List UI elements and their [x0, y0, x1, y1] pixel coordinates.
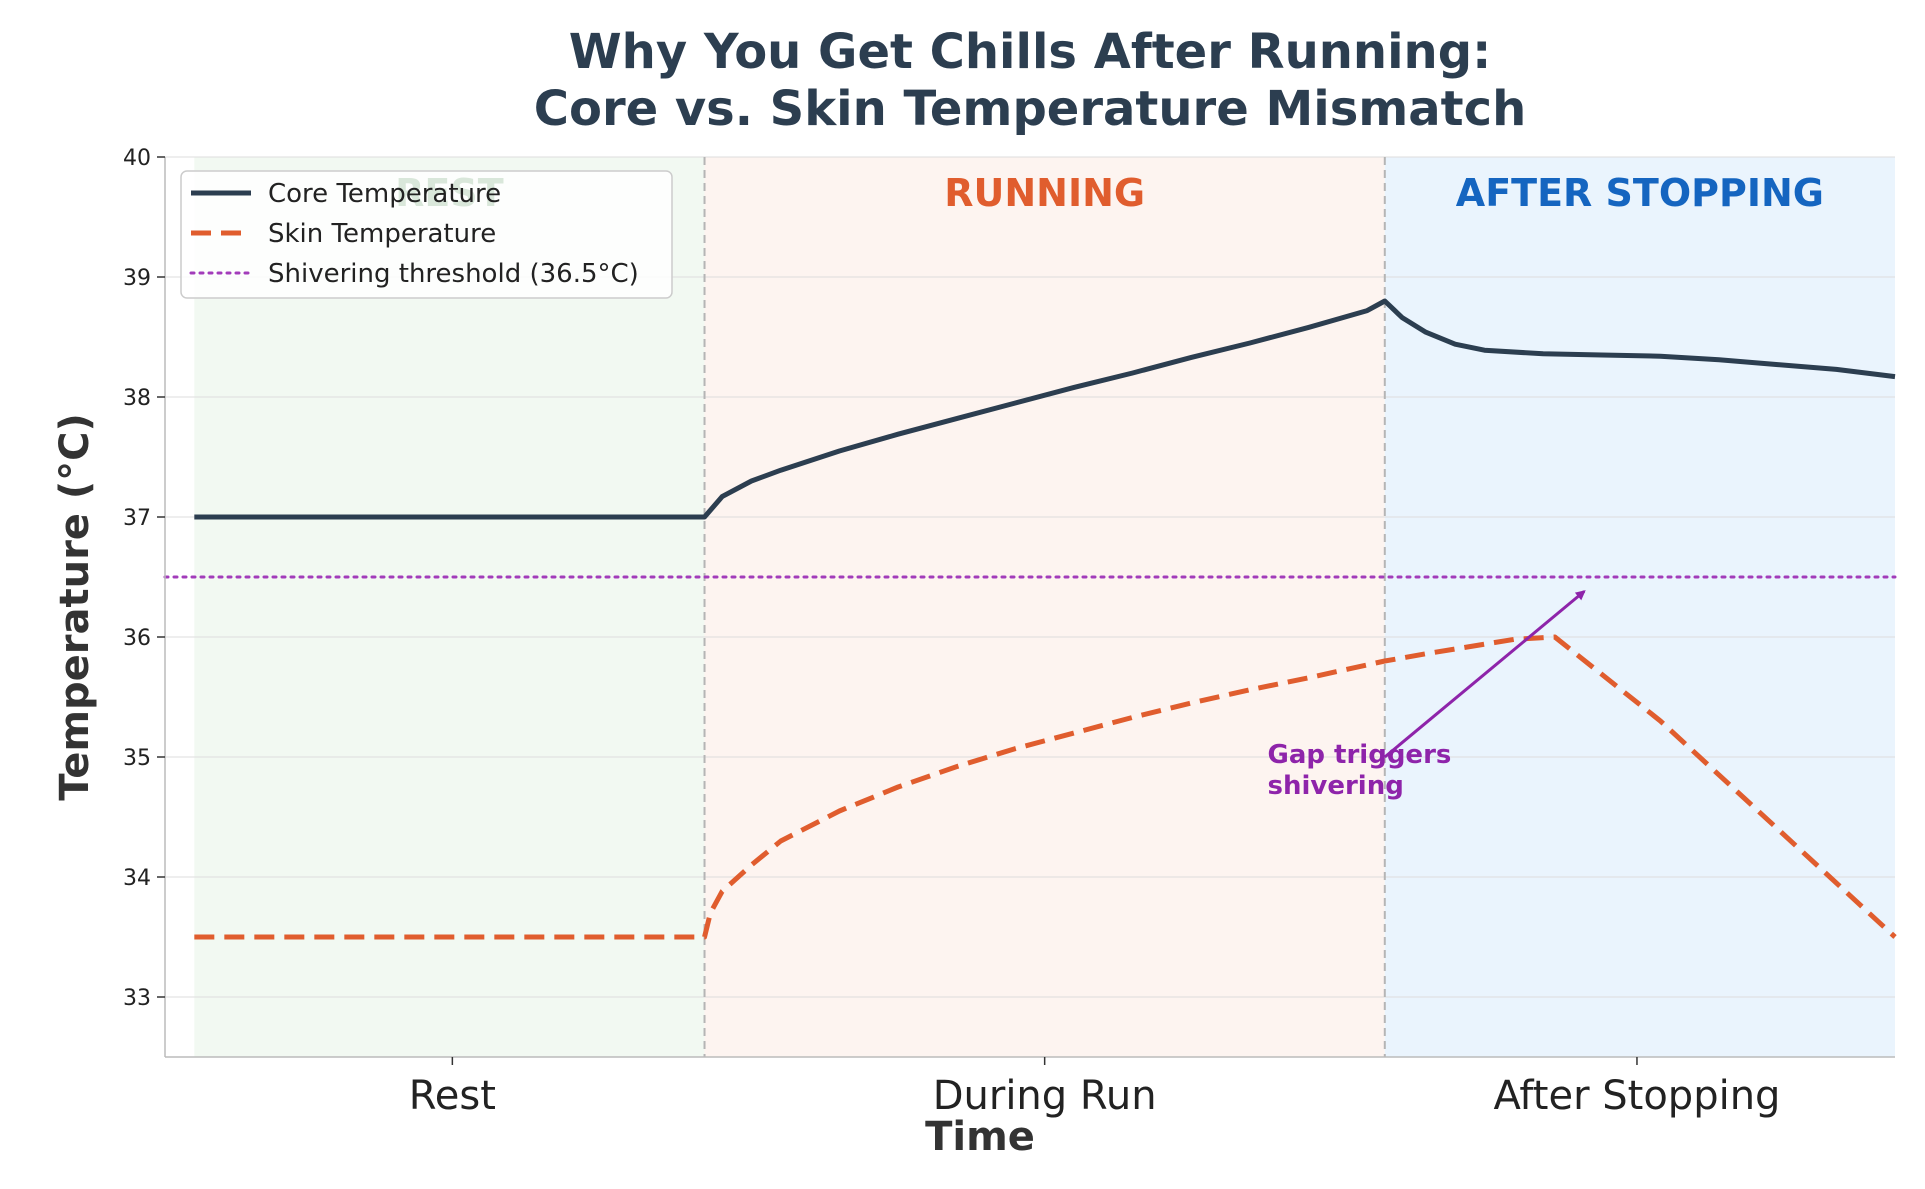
phase-background-0 [194, 157, 705, 1057]
y-tick-label: 40 [123, 146, 151, 171]
legend-label: Skin Temperature [268, 219, 496, 249]
x-axis-title: Time [925, 1114, 1035, 1160]
y-tick-label: 34 [123, 866, 151, 891]
annotation-text: Gap triggers [1268, 740, 1452, 770]
y-tick-label: 38 [123, 386, 151, 411]
legend-box [180, 170, 673, 299]
phase-label: RUNNING [944, 171, 1145, 215]
y-tick-label: 33 [123, 986, 151, 1011]
y-tick-label: 36 [123, 626, 151, 651]
skin-temperature-line [194, 634, 1897, 940]
chart-title-line: Why You Get Chills After Running: [569, 24, 1492, 80]
phase-background-1 [704, 157, 1385, 1057]
legend-label: Shivering threshold (36.5°C) [268, 259, 639, 289]
annotation-arrow [1383, 590, 1586, 759]
x-tick-label: Rest [409, 1073, 496, 1119]
core-temperature-line [194, 298, 1896, 520]
chart-title-line: Core vs. Skin Temperature Mismatch [534, 81, 1527, 137]
y-tick-label: 37 [123, 506, 151, 531]
y-tick-label: 39 [123, 266, 151, 291]
x-tick-label: During Run [933, 1073, 1157, 1119]
y-tick-label: 35 [123, 746, 151, 771]
y-axis-title: Temperature (°C) [52, 413, 98, 801]
phase-background-2 [1384, 157, 1895, 1057]
phase-label: AFTER STOPPING [1456, 171, 1824, 215]
legend-label: Core Temperature [268, 179, 501, 209]
x-tick-label: After Stopping [1493, 1073, 1780, 1119]
annotation-text: shivering [1268, 771, 1404, 801]
